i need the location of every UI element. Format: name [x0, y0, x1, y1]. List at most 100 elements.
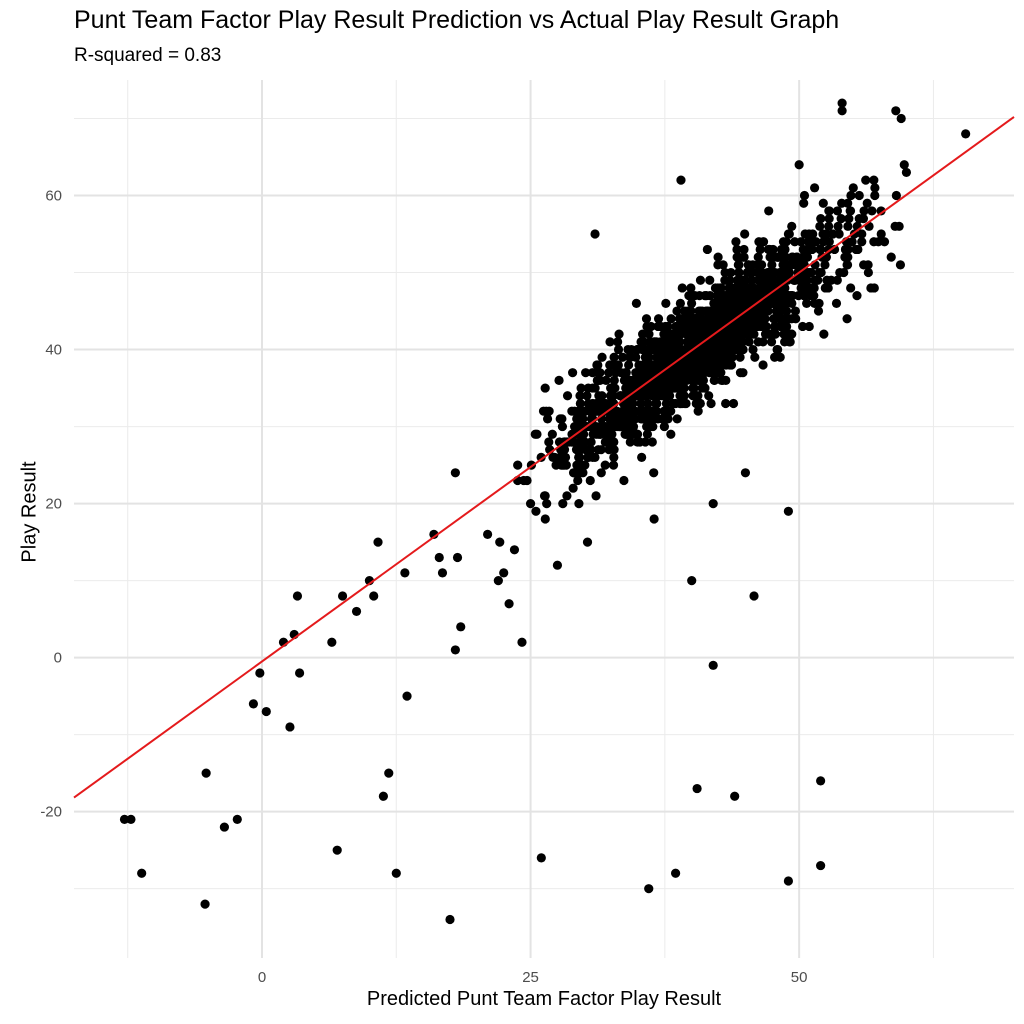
x-tick-label: 50 — [791, 969, 808, 986]
data-point — [660, 383, 670, 393]
data-point — [757, 260, 767, 270]
data-point — [854, 214, 864, 224]
data-point — [710, 283, 721, 293]
regression-line — [73, 116, 1015, 799]
data-point — [519, 475, 529, 486]
data-point — [624, 352, 635, 362]
data-point — [859, 206, 869, 216]
data-point — [738, 298, 749, 308]
data-point — [644, 414, 654, 424]
data-point — [806, 291, 816, 301]
data-point — [961, 129, 971, 139]
data-point — [781, 237, 791, 247]
data-point — [726, 291, 736, 301]
data-point — [683, 360, 693, 370]
data-point — [735, 368, 746, 378]
data-point — [337, 591, 348, 601]
data-point — [635, 437, 645, 447]
data-point — [824, 237, 834, 247]
chart-title: Punt Team Factor Play Result Prediction … — [74, 6, 840, 34]
data-point — [713, 291, 724, 301]
data-point — [493, 576, 503, 586]
data-point — [758, 314, 769, 324]
data-point — [631, 368, 641, 378]
data-point — [652, 383, 662, 393]
data-point — [815, 221, 825, 231]
data-point — [682, 329, 692, 339]
data-point — [649, 514, 659, 524]
data-point — [749, 314, 759, 324]
data-point — [636, 414, 646, 424]
data-point — [575, 398, 585, 409]
data-point — [327, 637, 337, 647]
data-point — [753, 252, 763, 262]
data-point — [816, 267, 826, 278]
data-point — [671, 868, 681, 878]
data-point — [863, 267, 873, 278]
data-point — [756, 267, 766, 278]
data-point — [559, 445, 570, 455]
data-point — [899, 160, 909, 170]
data-point — [857, 229, 867, 239]
data-point — [798, 321, 808, 332]
data-point — [754, 237, 764, 247]
data-point — [641, 314, 652, 324]
data-point — [402, 691, 412, 701]
data-point — [700, 383, 710, 393]
data-point — [509, 545, 520, 555]
data-point — [859, 260, 869, 270]
data-point — [706, 368, 716, 378]
data-point — [452, 552, 463, 563]
data-point — [767, 260, 777, 270]
data-point — [862, 198, 872, 208]
data-point — [783, 291, 793, 301]
data-point — [609, 352, 619, 362]
data-point — [557, 414, 567, 424]
data-point — [689, 368, 700, 378]
data-point — [645, 337, 655, 347]
data-point — [857, 237, 867, 247]
data-point — [708, 660, 718, 670]
data-point — [821, 229, 832, 239]
data-point — [594, 391, 604, 401]
data-point — [837, 98, 847, 108]
data-point — [648, 406, 659, 416]
data-point — [734, 267, 744, 278]
data-point — [557, 421, 568, 432]
data-point — [816, 860, 826, 871]
data-point — [483, 529, 493, 540]
data-point — [631, 429, 642, 439]
data-point — [895, 260, 906, 270]
data-point — [716, 368, 726, 378]
data-point — [778, 260, 788, 270]
data-point — [605, 398, 615, 409]
data-point — [758, 360, 768, 370]
data-point — [571, 468, 581, 478]
data-point — [770, 352, 780, 362]
data-point — [662, 337, 672, 347]
data-point — [818, 198, 828, 208]
data-point — [783, 506, 794, 516]
data-point — [625, 437, 635, 447]
data-point — [606, 383, 616, 393]
data-point — [676, 391, 686, 401]
data-point — [562, 491, 572, 501]
data-point — [780, 298, 790, 308]
data-point — [870, 190, 880, 201]
data-point — [696, 344, 706, 355]
data-point — [581, 368, 591, 378]
fit-line-group — [73, 116, 1015, 799]
data-point — [802, 298, 812, 308]
data-point — [378, 791, 388, 801]
data-point — [787, 314, 797, 324]
data-point — [640, 406, 650, 416]
data-point — [846, 283, 856, 293]
data-point — [706, 306, 716, 316]
data-point — [840, 252, 850, 262]
data-point — [758, 337, 768, 347]
data-point — [720, 275, 730, 285]
data-point — [624, 360, 634, 370]
data-point — [725, 306, 735, 316]
data-point — [901, 167, 912, 178]
data-point — [748, 344, 758, 355]
